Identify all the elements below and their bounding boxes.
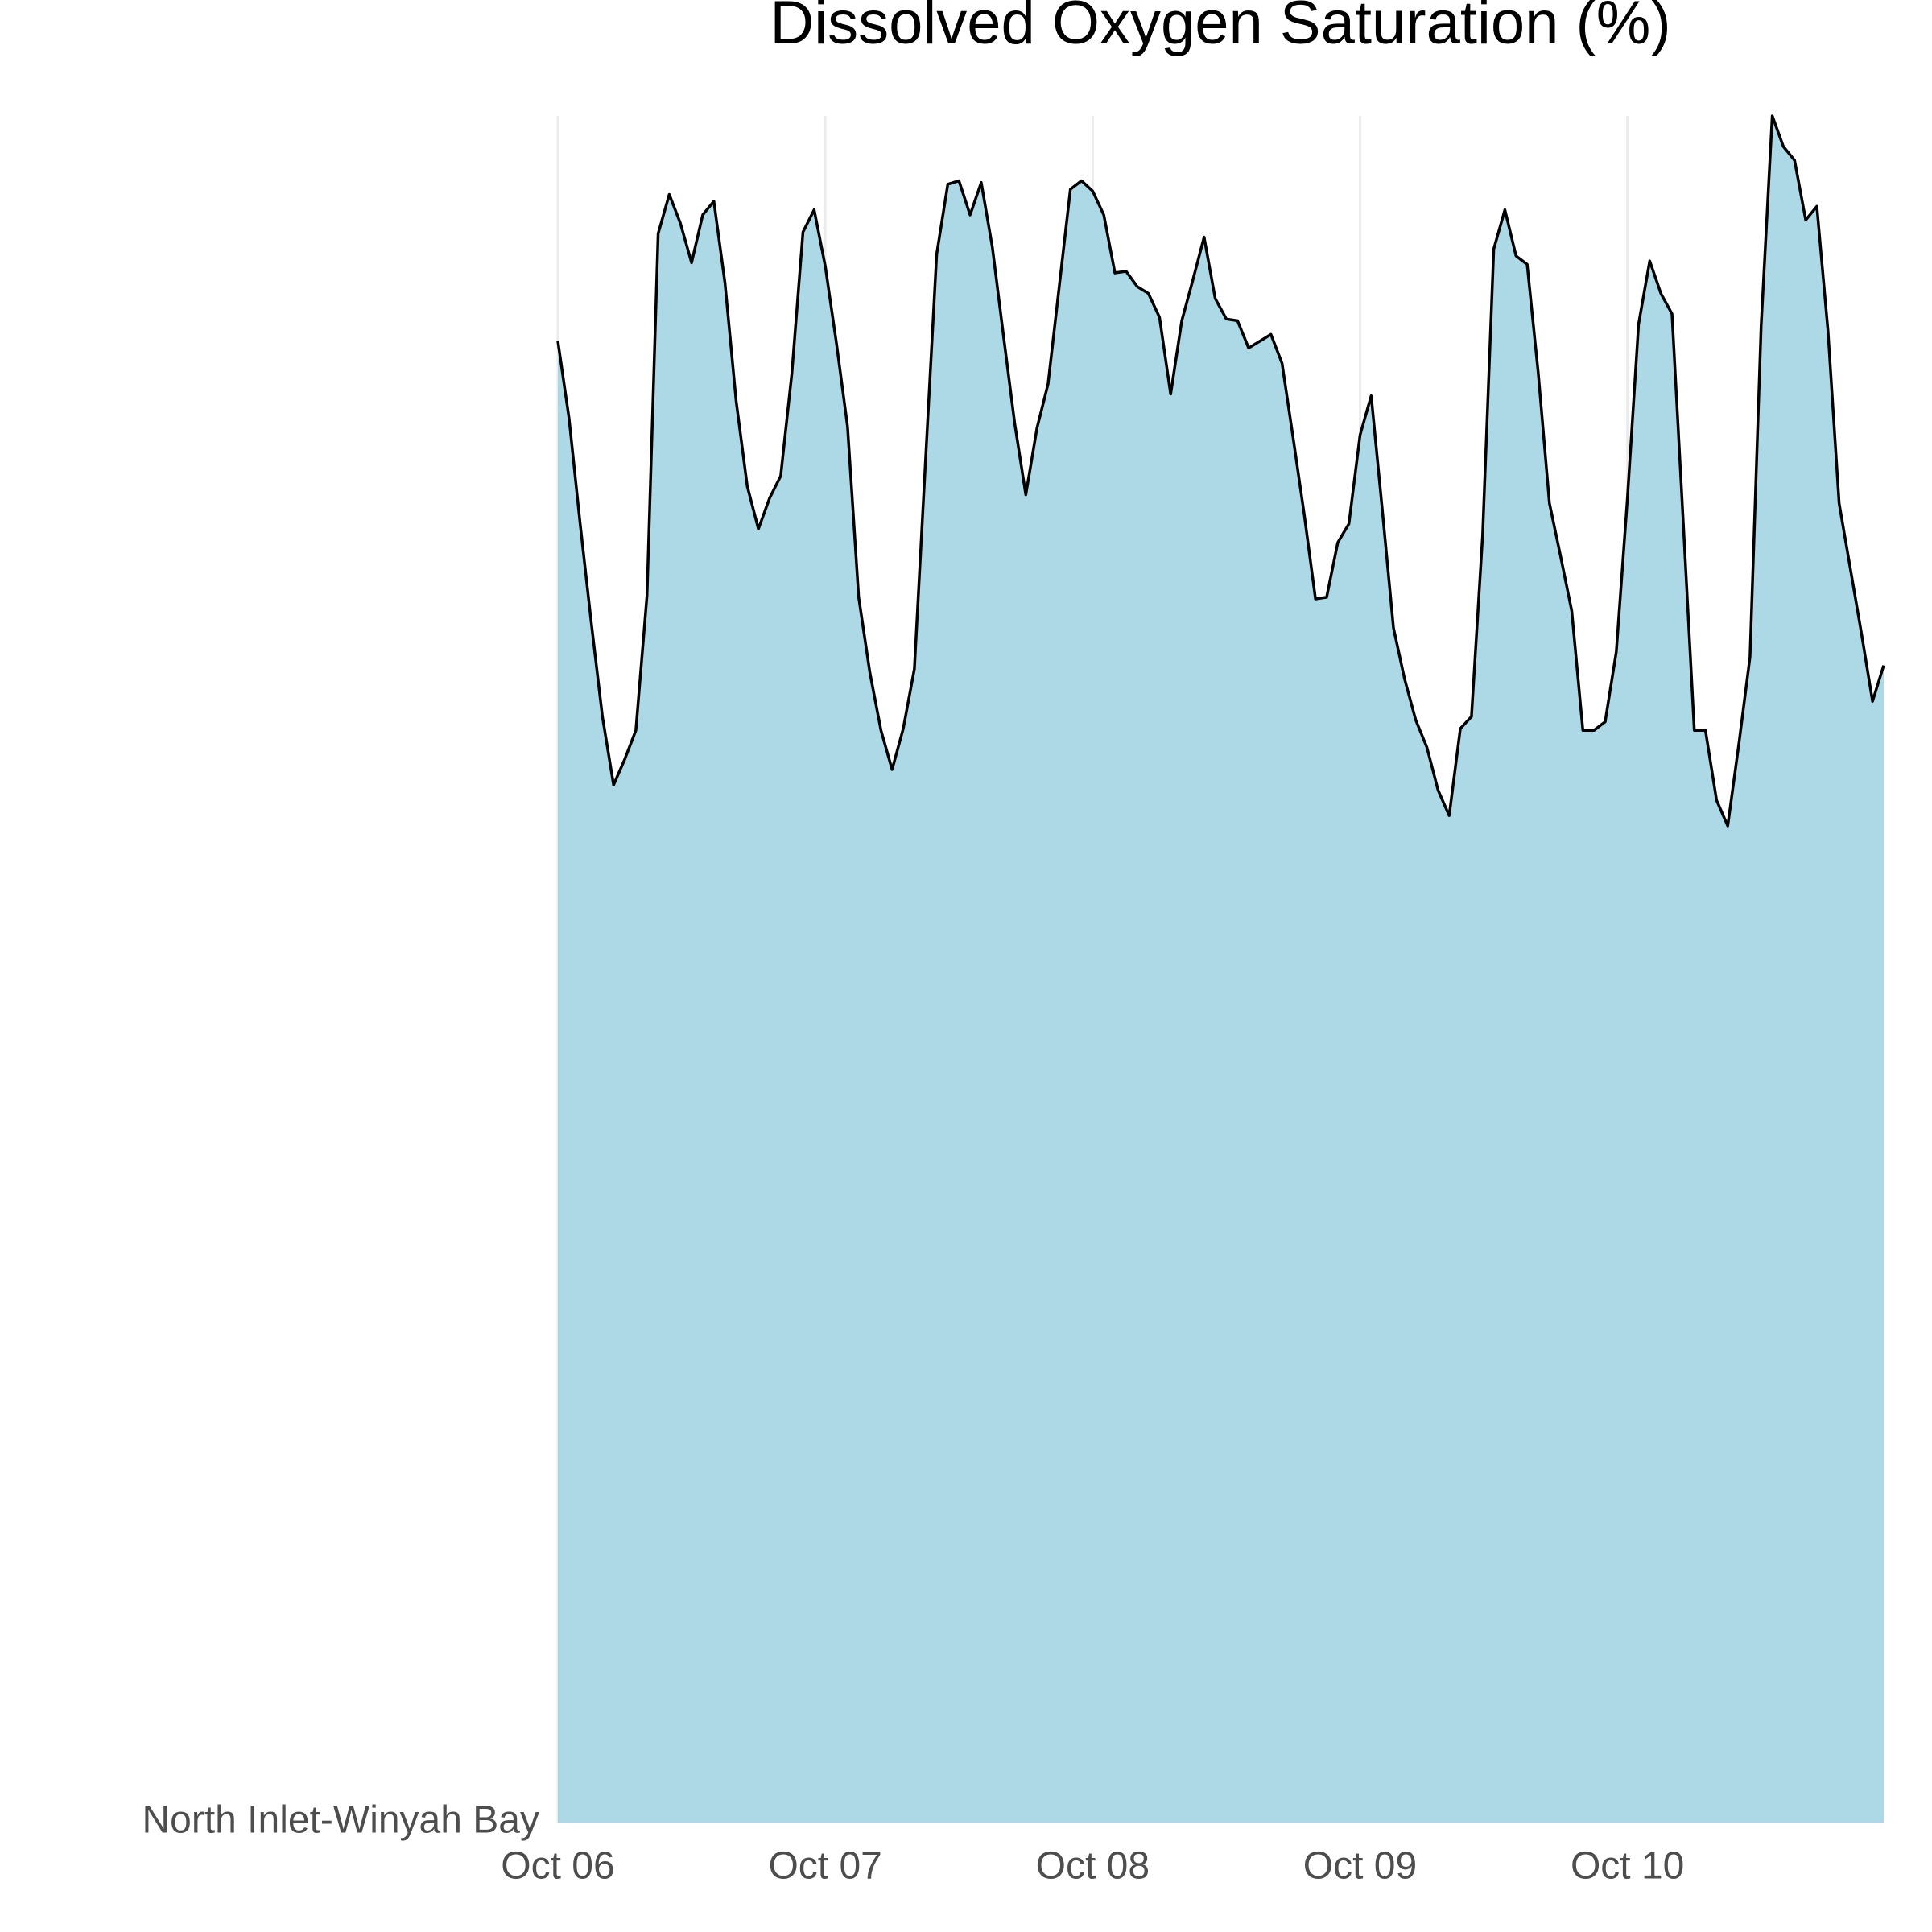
x-tick-label: Oct 08: [1036, 1845, 1150, 1888]
x-tick-label: Oct 06: [501, 1845, 614, 1888]
ridge-line: [556, 114, 1885, 828]
x-tick-label: Oct 07: [768, 1845, 881, 1888]
ridge-area: [558, 116, 1884, 1823]
y-category-label: North Inlet-Winyah Bay: [142, 1799, 539, 1842]
x-tick-label: Oct 09: [1303, 1845, 1417, 1888]
x-tick-label: Oct 10: [1571, 1845, 1684, 1888]
chart-title: Dissolved Oxygen Saturation (%): [770, 0, 1670, 57]
